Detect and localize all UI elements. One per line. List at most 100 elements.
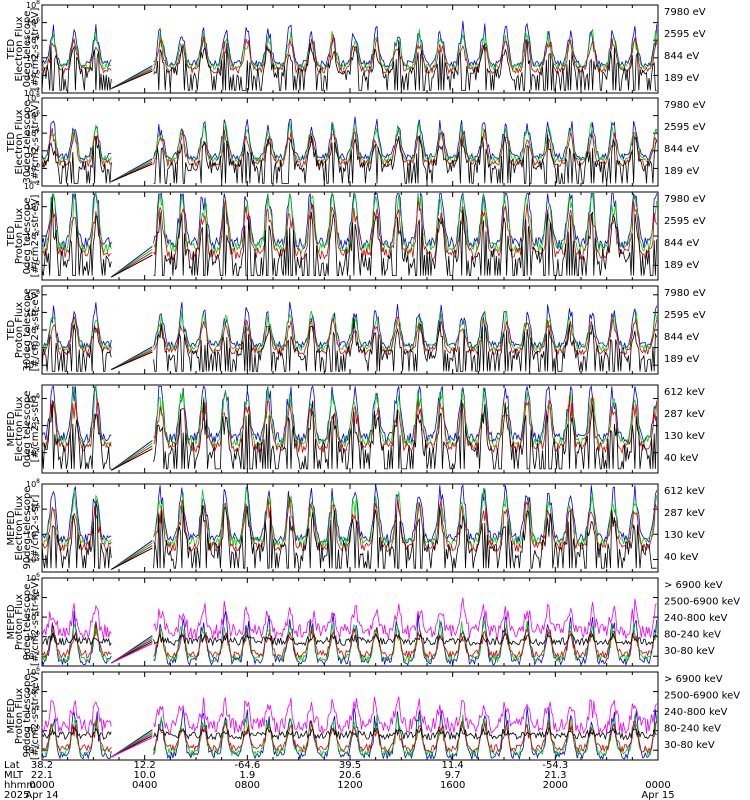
series-gap-line: [111, 448, 153, 471]
instrument-label-line: Proton Flux: [14, 688, 25, 744]
legend-entry: 40 keV: [664, 453, 698, 464]
hhmm-value: 1600: [440, 780, 465, 791]
instrument-label-line: 0deg telescope: [22, 584, 33, 661]
series-line: [41, 726, 112, 741]
instrument-label-line: Proton Flux: [14, 594, 25, 650]
y-tick-label: 104: [26, 127, 40, 138]
hhmm-value: 0800: [235, 780, 260, 791]
series-line: [153, 200, 658, 261]
series-line: [153, 206, 658, 277]
instrument-label-line: 30deg telescope: [22, 100, 33, 183]
y-tick-label: 106: [26, 572, 40, 583]
instrument-label-line: 90deg telescope: [22, 486, 33, 569]
legend-entry: 7980 eV: [664, 194, 706, 205]
legend-entry: 7980 eV: [664, 7, 706, 18]
series-line: [153, 496, 658, 553]
panel-frame: [41, 4, 659, 94]
hhmm-value: 0000: [645, 780, 670, 791]
y-tick-label: 100: [26, 259, 40, 270]
lat-value: -64.6: [234, 760, 260, 771]
y-tick-label: 10-2: [24, 359, 40, 370]
y-tick-label: 10-2: [24, 650, 40, 661]
series-line: [153, 38, 657, 91]
legend-entry: 844 eV: [664, 332, 699, 343]
instrument-label-line: [#/cm2-s-str-eV]: [30, 289, 41, 372]
series-line: [41, 123, 112, 165]
legend-entry: 612 keV: [664, 486, 705, 497]
instrument-label-line: [#/cm2-s-str-eV]: [30, 195, 41, 278]
instrument-label-line: Proton Flux: [14, 302, 25, 358]
series-line: [153, 310, 658, 352]
series-line: [41, 120, 112, 161]
series-line: [41, 623, 112, 663]
series-line: [41, 135, 112, 184]
series-line: [153, 632, 657, 647]
legend-entry: 7980 eV: [664, 100, 706, 111]
instrument-label-line: Electron Flux: [14, 16, 25, 81]
panel-frame: [41, 285, 659, 375]
y-tick-label: 10-2: [24, 87, 40, 98]
series-line: [41, 486, 112, 545]
legend-entry: 287 keV: [664, 409, 705, 420]
series-line: [41, 610, 112, 667]
instrument-label-line: Proton Flux: [14, 208, 25, 264]
legend-entry: 844 eV: [664, 51, 699, 62]
series-line: [153, 134, 658, 184]
series-line: [153, 611, 658, 667]
y-tick-label: 104: [26, 34, 40, 45]
series-line: [41, 45, 112, 91]
y-tick-label: 108: [26, 478, 40, 489]
legend-entry: > 6900 keV: [664, 674, 723, 685]
y-tick-label: 102: [26, 705, 40, 716]
legend-entry: 240-800 keV: [664, 707, 728, 718]
y-tick-label: 100: [26, 162, 40, 173]
series-line: [41, 603, 112, 640]
legend-entry: 189 eV: [664, 166, 699, 177]
series-line: [153, 318, 658, 372]
y-tick-label: 104: [26, 201, 40, 212]
legend-entry: > 6900 keV: [664, 580, 723, 591]
y-tick-label: 104: [26, 420, 40, 431]
series-gap-line: [111, 163, 153, 183]
series-line: [41, 324, 112, 372]
series-line: [153, 29, 658, 72]
row-label-year: 2025: [4, 790, 29, 800]
legend-entry: 130 keV: [664, 431, 705, 442]
series-line: [41, 191, 112, 254]
series-line: [153, 619, 658, 664]
hhmm-value: 0000: [29, 780, 54, 791]
instrument-label-line: [#/cm2-s-str]: [30, 395, 41, 462]
series-line: [153, 129, 658, 168]
legend-entry: 2595 eV: [664, 216, 706, 227]
y-tick-label: 104: [26, 306, 40, 317]
instrument-label-line: 0deg telescope: [22, 391, 33, 468]
series-line: [41, 699, 112, 734]
lat-value: 38.2: [31, 760, 53, 771]
instrument-label-line: MEPED: [6, 604, 17, 639]
legend-entry: 2595 eV: [664, 122, 706, 133]
legend-entry: 189 eV: [664, 354, 699, 365]
series-line: [153, 487, 658, 548]
series-line: [153, 34, 658, 75]
series-line: [41, 632, 112, 647]
row-label-hhmm: hhmm: [4, 780, 36, 791]
series-line: [153, 505, 657, 569]
y-tick-label: 106: [26, 393, 40, 404]
lat-value: 39.5: [339, 760, 361, 771]
y-tick-label: 106: [26, 503, 40, 514]
mlt-value: 20.6: [339, 770, 361, 781]
instrument-label-line: MEPED: [6, 510, 17, 545]
y-tick-label: 100: [26, 69, 40, 80]
instrument-label-line: 0deg telescope: [22, 11, 33, 88]
legend-entry: 80-240 keV: [664, 630, 721, 641]
series-gap-line: [111, 254, 153, 278]
series-line: [41, 38, 112, 75]
instrument-label-line: TED: [6, 132, 17, 153]
mlt-value: 1.9: [239, 770, 255, 781]
row-label-mlt: MLT: [4, 770, 24, 781]
